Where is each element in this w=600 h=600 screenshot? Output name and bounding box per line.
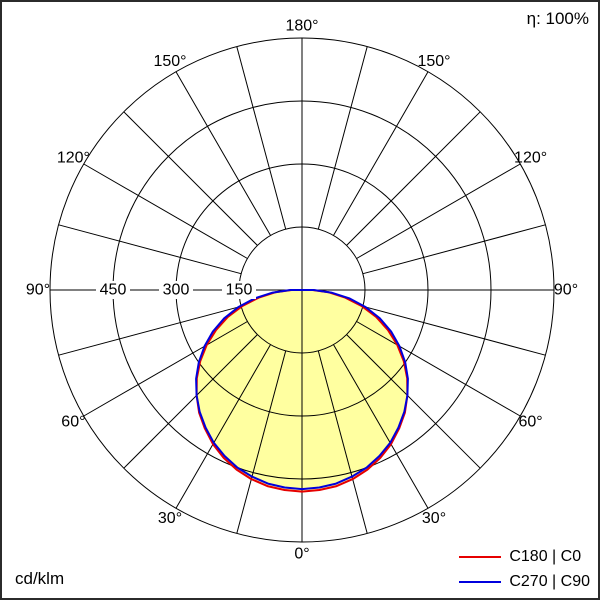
- angle-label: 180°: [285, 18, 318, 35]
- grid-spoke: [123, 334, 258, 469]
- angle-label: 120°: [514, 150, 547, 167]
- angle-label: 120°: [57, 150, 90, 167]
- angle-label: 0°: [294, 546, 309, 563]
- angle-label: 60°: [61, 414, 85, 431]
- angle-label: 150°: [417, 53, 450, 70]
- radial-tick-bg: [96, 281, 130, 299]
- legend-label-c180-c0: C180 | C0: [509, 547, 582, 565]
- grid-spoke: [175, 344, 271, 509]
- legend-label-c270-c90: C270 | C90: [509, 572, 590, 590]
- grid-spoke: [317, 46, 368, 230]
- grid-spoke: [236, 46, 287, 230]
- radial-tick-label: 450: [100, 282, 127, 299]
- radial-tick-bg: [159, 281, 193, 299]
- radial-tick-bg: [222, 281, 256, 299]
- grid-spoke: [346, 111, 481, 246]
- legend: C180 | C0 C270 | C90: [459, 544, 590, 594]
- radial-tick-label: 150: [226, 282, 253, 299]
- grid-spoke: [123, 111, 258, 246]
- grid-spoke: [58, 305, 242, 356]
- grid-spoke: [362, 224, 546, 275]
- grid-spoke: [346, 334, 481, 469]
- angle-label: 60°: [518, 414, 542, 431]
- angle-label: 90°: [26, 282, 50, 299]
- efficiency-label: η: 100%: [526, 9, 589, 28]
- curve-c270-c90: [195, 289, 409, 491]
- grid-spoke: [58, 224, 242, 275]
- radial-tick-label: 300: [163, 282, 190, 299]
- legend-line-red-icon: [459, 555, 502, 558]
- legend-item-c180-c0: C180 | C0: [459, 544, 590, 569]
- angle-label: 150°: [153, 53, 186, 70]
- angle-label: 90°: [554, 282, 578, 299]
- unit-label: cd/klm: [15, 569, 65, 588]
- grid-spoke: [333, 71, 429, 236]
- grid-spoke: [356, 163, 521, 259]
- legend-line-blue-icon: [459, 580, 502, 583]
- grid-spoke: [175, 71, 271, 236]
- grid-spoke: [362, 305, 546, 356]
- grid-spoke: [83, 163, 248, 259]
- grid-spoke: [83, 321, 248, 417]
- angle-label: 30°: [158, 510, 182, 527]
- legend-item-c270-c90: C270 | C90: [459, 569, 590, 594]
- grid-spoke: [317, 350, 368, 534]
- grid-spoke: [333, 344, 429, 509]
- grid-spoke: [356, 321, 521, 417]
- grid-spoke: [236, 350, 287, 534]
- curve-c180-c0: [195, 289, 409, 493]
- angle-label: 30°: [422, 510, 446, 527]
